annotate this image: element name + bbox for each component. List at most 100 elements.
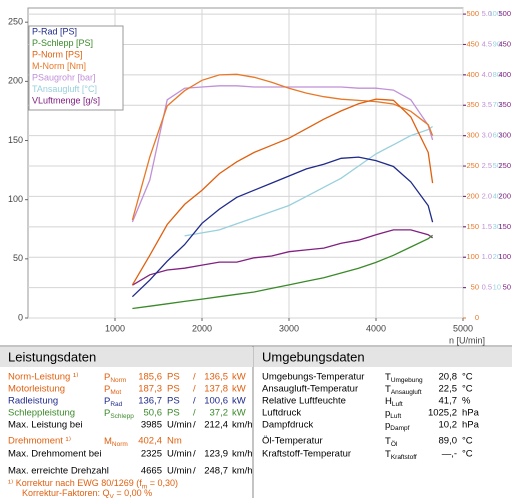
data-line [132,229,433,286]
footnote-part: Korrektur-Faktoren: Q [22,488,110,498]
row-sep: / [193,408,196,419]
data-line [131,98,434,286]
symbol-main: T [385,449,391,460]
row-label: Luftdruck [262,408,301,419]
y-tick-label: 350 [466,100,479,109]
row-unit: km/h [232,466,253,477]
data-line [131,73,434,221]
row-value: 2325 [141,449,162,460]
symbol-sub: Norm [110,377,126,384]
row-label: Motorleistung [8,384,65,395]
row-label: Schleppleistung [8,408,75,419]
row-unit: kW [232,396,246,407]
y-tick-label: 3.0 [482,131,492,140]
y-tick-label: 0 [475,313,479,322]
row-unit: km/h [232,420,253,431]
footnote-part: = 0,30) [147,478,178,488]
y-tick-label: 70 [493,100,501,109]
row-label: Relative Luftfeuchte [262,396,346,407]
panel-header [254,347,512,367]
row-value: 41,7 [439,396,458,407]
symbol: PRad [104,396,123,408]
y-tick-label: 350 [498,100,511,109]
y-tick-label: 20 [493,252,501,261]
row-value: 136,7 [138,396,162,407]
symbol: pDampf [385,420,410,432]
symbol-sub: Kraftstoff [391,454,417,461]
y-tick-label: 4.0 [482,70,492,79]
legend-entry: P-Rad [PS] [32,26,77,36]
row-value: 89,0 [439,436,458,447]
row-label: Dampfdruck [262,420,313,431]
symbol: TKraftstoff [385,449,417,461]
x-tick-label: 4000 [366,323,386,333]
y-tick-label: 50 [471,283,479,292]
row-unit: kW [232,372,246,383]
y-tick-label: 90 [493,39,501,48]
y-tick-label: 80 [493,70,501,79]
symbol-sub: Öl [391,440,398,448]
row-unit: PS [167,408,180,419]
symbol: TAnsaugluft [385,384,422,396]
symbol-main: p [385,408,390,419]
row-value: 212,4 [204,420,228,431]
legend-entry: VLuftmenge [g/s] [32,95,100,105]
y-tick-label: 50 [493,161,501,170]
x-axis-label: n [U/min] [449,335,485,345]
row-unit: kW [232,408,246,419]
y-tick-label: 500 [466,9,479,18]
row-value: 50,6 [144,408,163,419]
y-tick-label: 200 [8,76,23,86]
y-tick-label: 300 [466,131,479,140]
row-unit: U/min [167,466,192,477]
y-tick-label: 30 [493,222,501,231]
footnote: ¹⁾ Korrektur nach EWG 80/1269 (fm = 0,30… [8,478,178,490]
y-tick-label: 250 [8,17,23,27]
y-tick-label: 300 [498,131,511,140]
data-line [131,156,434,298]
row-unit: % [462,396,471,407]
row-unit: °C [462,449,473,460]
row-sep: / [193,372,196,383]
row-unit: °C [462,372,473,383]
y-tick-label: 100 [498,252,511,261]
y-tick-label: 2.5 [482,161,492,170]
row-unit: PS [167,396,180,407]
row-value: 20,8 [439,372,458,383]
symbol: MNorm [104,436,128,448]
row-value: 248,7 [204,466,228,477]
x-tick-label: 1000 [105,323,125,333]
row-unit: U/min [167,449,192,460]
symbol-sub: Rad [110,401,122,408]
y-tick-label: 200 [466,191,479,200]
row-value: 187,3 [138,384,162,395]
symbol-main: T [385,384,391,395]
row-sep: / [193,449,196,460]
y-tick-label: 100 [8,194,23,204]
y-tick-label: 50 [13,253,23,263]
footnote: Korrektur-Faktoren: QV = 0,00 % [22,488,152,498]
row-label: Öl-Temperatur [262,436,323,447]
row-value: 37,2 [210,408,229,419]
x-tick-label: 3000 [279,323,299,333]
panel-header [0,347,253,367]
symbol-main: P [104,384,110,395]
y-tick-label: 100 [466,252,479,261]
symbol-main: P [104,396,110,407]
symbol-main: M [104,436,112,447]
row-label: Max. Drehmoment bei [8,449,101,460]
row-unit: Nm [167,436,182,447]
symbol-sub: Luft [392,401,403,408]
row-label: Kraftstoff-Temperatur [262,449,351,460]
symbol-main: P [104,372,110,383]
row-sep: / [193,384,196,395]
y-tick-label: 200 [498,191,511,200]
row-sep: / [193,420,196,431]
row-value: 100,6 [204,396,228,407]
y-tick-label: 150 [466,222,479,231]
symbol-sub: Ansaugluft [391,389,422,396]
symbol: PMot [104,384,121,396]
legend-entry: M-Norm [Nm] [32,61,86,71]
row-label: Drehmoment ¹⁾ [8,436,71,447]
